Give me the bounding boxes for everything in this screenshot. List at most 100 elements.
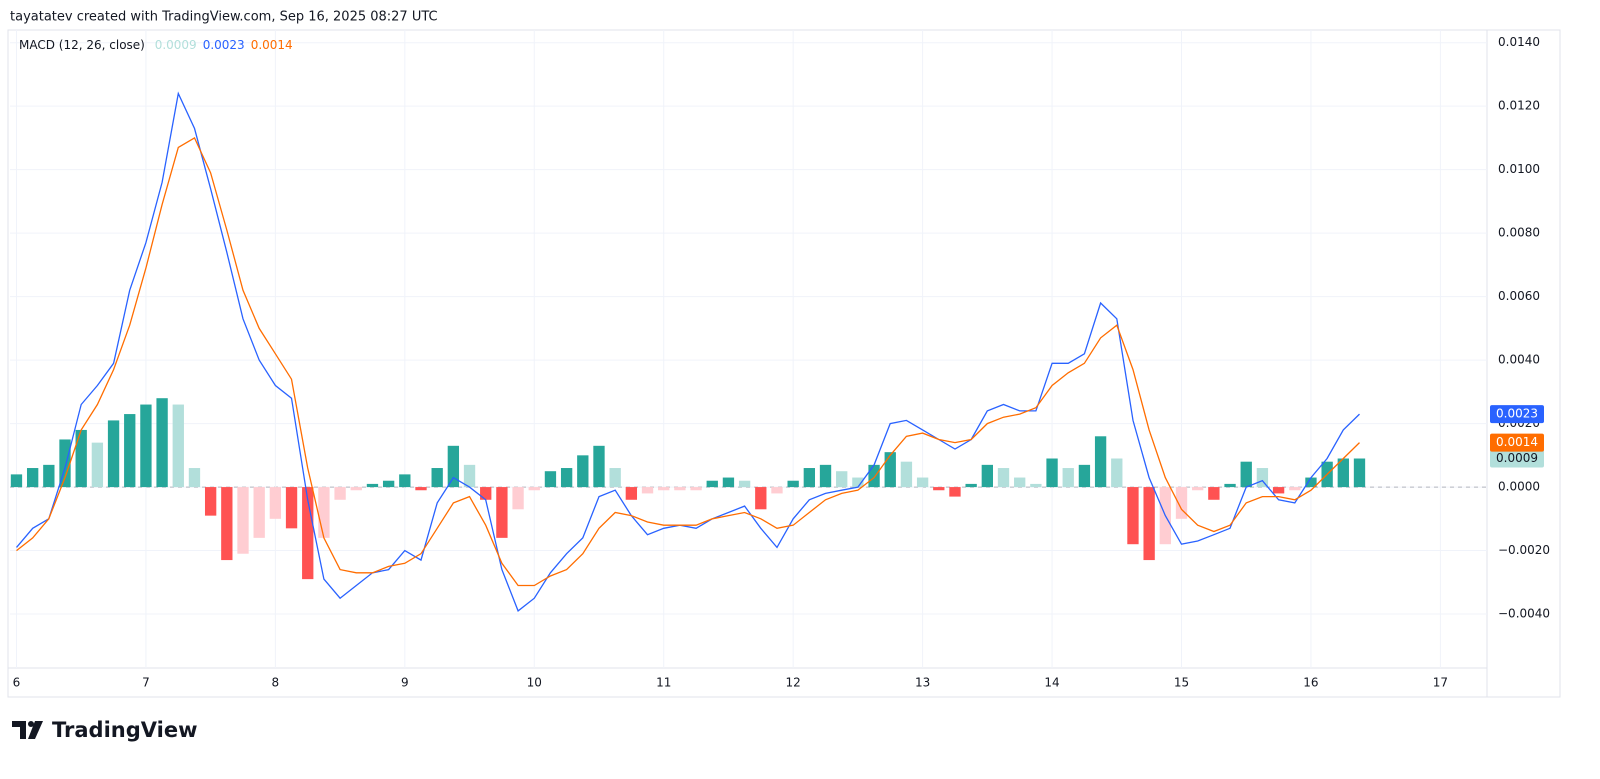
histogram-bar	[625, 487, 638, 500]
plot	[10, 91, 1366, 612]
histogram-bar	[1014, 477, 1026, 488]
histogram-bar	[1289, 487, 1301, 491]
y-tick-label: −0.0040	[1498, 607, 1550, 621]
x-tick-label: 12	[786, 676, 801, 690]
histogram-bar	[1175, 487, 1188, 519]
chart-frame	[7, 29, 1561, 698]
histogram-bar	[1094, 436, 1107, 488]
histogram-bar	[933, 487, 945, 491]
histogram-bar	[1256, 468, 1269, 488]
histogram-bar	[852, 477, 864, 488]
histogram-bar	[528, 487, 540, 491]
histogram-bar	[1078, 464, 1091, 488]
x-tick-label: 6	[13, 676, 21, 690]
histogram-bar	[156, 398, 168, 488]
histogram-bar	[1062, 468, 1074, 488]
histogram-bar	[560, 468, 573, 488]
histogram-bar	[431, 468, 443, 488]
histogram-bar	[787, 480, 799, 488]
histogram-bar	[43, 464, 55, 488]
histogram-bar	[269, 487, 282, 519]
histogram-bar	[916, 477, 929, 488]
histogram-bar	[59, 439, 71, 488]
line	[16, 91, 1360, 612]
histogram-bar	[140, 404, 152, 488]
histogram-bar	[334, 487, 346, 500]
histogram-bar	[1272, 487, 1285, 494]
logo-icon	[12, 721, 26, 739]
y-tick-label: 0.0000	[1498, 480, 1540, 494]
legend-value: 0.0009	[154, 38, 197, 52]
histogram-bar	[949, 487, 961, 497]
x-tick-label: 14	[1044, 676, 1059, 690]
y-tick-label: −0.0020	[1498, 543, 1550, 557]
histogram-bar	[318, 487, 330, 538]
histogram-bar	[593, 445, 605, 488]
histogram-bar	[641, 487, 654, 494]
histogram-bar	[1208, 487, 1220, 500]
histogram-bar	[188, 468, 201, 488]
logo-icon	[28, 721, 34, 727]
y-tick-label: 0.0040	[1498, 353, 1540, 367]
histogram-bar	[819, 464, 832, 488]
y-tick-label: 0.0080	[1498, 226, 1540, 240]
x-tick-label: 13	[915, 676, 930, 690]
logo-icon	[28, 721, 43, 739]
histogram-bar	[463, 464, 476, 488]
x-tick-label: 17	[1433, 676, 1448, 690]
histogram-bar	[690, 487, 702, 491]
logo-text: TradingView	[52, 718, 197, 742]
histogram-bar	[1111, 458, 1123, 488]
x-tick-label: 7	[142, 676, 150, 690]
histogram-bar	[1127, 487, 1139, 545]
histogram-bar	[237, 487, 249, 554]
x-tick-label: 16	[1303, 676, 1318, 690]
histogram-bar	[204, 487, 217, 516]
histogram-bar	[803, 468, 816, 488]
price-tag-label: 0.0014	[1496, 435, 1538, 449]
histogram-bar	[755, 487, 767, 510]
histogram-bar	[415, 487, 427, 491]
histogram-bar	[738, 480, 751, 488]
histogram-bar	[1143, 487, 1155, 561]
y-tick-label: 0.0060	[1498, 289, 1540, 303]
histogram-bar	[868, 464, 880, 488]
line	[16, 136, 1360, 587]
histogram-bar	[10, 474, 23, 488]
legend-title: MACD (12, 26, close)	[19, 38, 145, 52]
histogram-bar	[997, 468, 1010, 488]
histogram-bar	[382, 480, 395, 488]
histogram-bar	[1192, 487, 1204, 491]
x-tick-label: 10	[527, 676, 542, 690]
histogram-bar	[1224, 483, 1236, 488]
histogram-bar	[221, 487, 233, 561]
histogram-bar	[447, 445, 460, 488]
histogram-bar	[884, 452, 896, 488]
histogram-bar	[771, 487, 783, 494]
price-tag-label: 0.0023	[1496, 407, 1538, 421]
histogram-bar	[253, 487, 265, 538]
y-tick-label: 0.0140	[1498, 35, 1540, 49]
histogram-bar	[722, 477, 735, 488]
histogram-bar	[172, 404, 184, 488]
y-tick-label: 0.0120	[1498, 99, 1540, 113]
histogram-bar	[512, 487, 524, 510]
legend-value: 0.0023	[202, 38, 245, 52]
x-tick-label: 9	[401, 676, 409, 690]
histogram-bar	[480, 487, 492, 500]
histogram-bar	[26, 468, 39, 488]
histogram-bar	[1305, 477, 1317, 488]
histogram-bar	[302, 487, 314, 580]
histogram-bar	[1046, 458, 1058, 488]
price-tag	[1490, 433, 1544, 452]
histogram-bar	[350, 487, 362, 491]
legend-value: 0.0014	[250, 38, 293, 52]
histogram-bar	[496, 487, 508, 538]
histogram-bar	[706, 480, 718, 488]
price-tag	[1490, 449, 1544, 468]
histogram-bar	[1337, 458, 1349, 488]
histogram-bar	[981, 464, 993, 488]
